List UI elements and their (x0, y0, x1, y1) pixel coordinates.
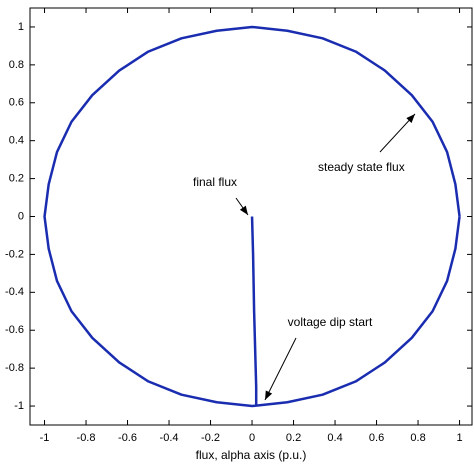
y-tick-label: 1 (18, 21, 24, 33)
x-tick-label: -0.2 (201, 432, 220, 444)
data-line (250, 216, 258, 407)
y-tick-label: -0.8 (5, 362, 24, 374)
x-tick-label: -0.8 (77, 432, 96, 444)
annotation: steady state flux (318, 160, 405, 174)
annotation: voltage dip start (288, 315, 373, 329)
y-tick-label: -0.6 (5, 324, 24, 336)
annotation-arrow (379, 113, 416, 153)
plot-frame (29, 7, 473, 426)
x-tick-label: 0.8 (410, 432, 425, 444)
x-axis-label: flux, alpha axis (p.u.) (196, 448, 307, 462)
y-tick-label: 0 (18, 210, 24, 222)
x-tick-label: 0.4 (327, 432, 342, 444)
y-tick-label: 0.2 (9, 172, 24, 184)
x-tick-label: -1 (40, 432, 50, 444)
y-tick-label: 0.8 (9, 59, 24, 71)
x-tick-label: -0.6 (118, 432, 137, 444)
x-tick-label: 0 (249, 432, 255, 444)
y-tick-label: 0.6 (9, 97, 24, 109)
x-tick-label: 1 (456, 432, 462, 444)
annotation: final flux (193, 175, 237, 189)
y-tick-label: 0.4 (9, 135, 24, 147)
y-tick-label: -0.4 (5, 286, 24, 298)
annotation-arrow (264, 337, 297, 401)
x-tick-label: 0.2 (286, 432, 301, 444)
y-tick-label: -0.2 (5, 248, 24, 260)
x-tick-label: -0.4 (160, 432, 179, 444)
y-tick-label: -1 (14, 400, 24, 412)
data-line (43, 25, 461, 408)
annotation-arrow (235, 197, 249, 216)
x-tick-label: 0.6 (369, 432, 384, 444)
